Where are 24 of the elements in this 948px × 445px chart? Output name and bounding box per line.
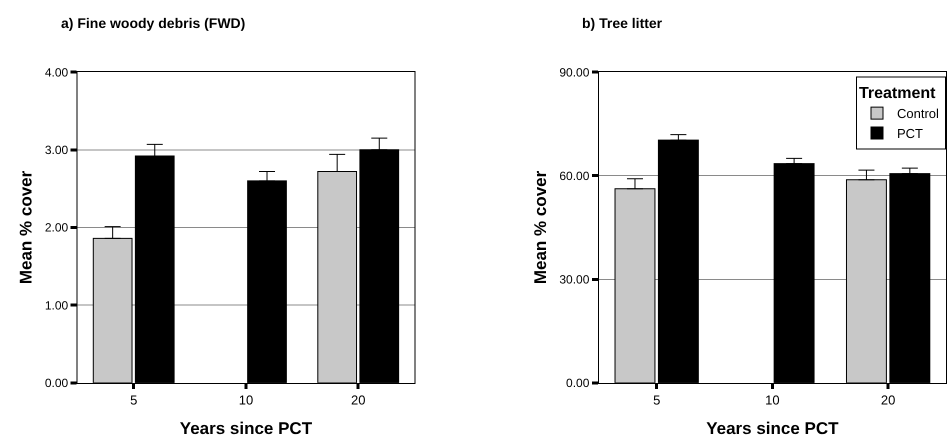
x-tick-label: 20 <box>880 392 896 408</box>
x-tick-label: 10 <box>238 392 254 408</box>
y-tick-label: 0.00 <box>566 376 590 390</box>
chart-title: a) Fine woody debris (FWD) <box>61 15 246 31</box>
y-tick-label: 90.00 <box>559 65 590 80</box>
y-tick-label: 1.00 <box>44 298 68 312</box>
x-axis-title: Years since PCT <box>706 418 840 438</box>
y-tick-label: 60.00 <box>559 168 590 183</box>
x-tick-label: 5 <box>130 392 138 408</box>
y-tick-label: 3.00 <box>44 142 68 157</box>
y-tick-label: 0.00 <box>44 376 68 390</box>
x-axis-title: Years since PCT <box>180 418 313 438</box>
legend-label: Control <box>897 106 940 122</box>
x-tick-label: 10 <box>765 392 780 408</box>
legend-label: PCT <box>897 126 924 142</box>
y-axis-title: Mean % cover <box>530 170 550 284</box>
x-tick-label: 20 <box>350 392 366 408</box>
y-tick-label: 2.00 <box>44 220 68 235</box>
chart-title: b) Tree litter <box>582 15 663 31</box>
y-tick-label: 30.00 <box>559 272 590 286</box>
legend-title: Treatment <box>859 85 936 102</box>
y-axis-title: Mean % cover <box>16 170 36 284</box>
x-tick-label: 5 <box>653 392 660 408</box>
y-tick-label: 4.00 <box>44 65 68 80</box>
